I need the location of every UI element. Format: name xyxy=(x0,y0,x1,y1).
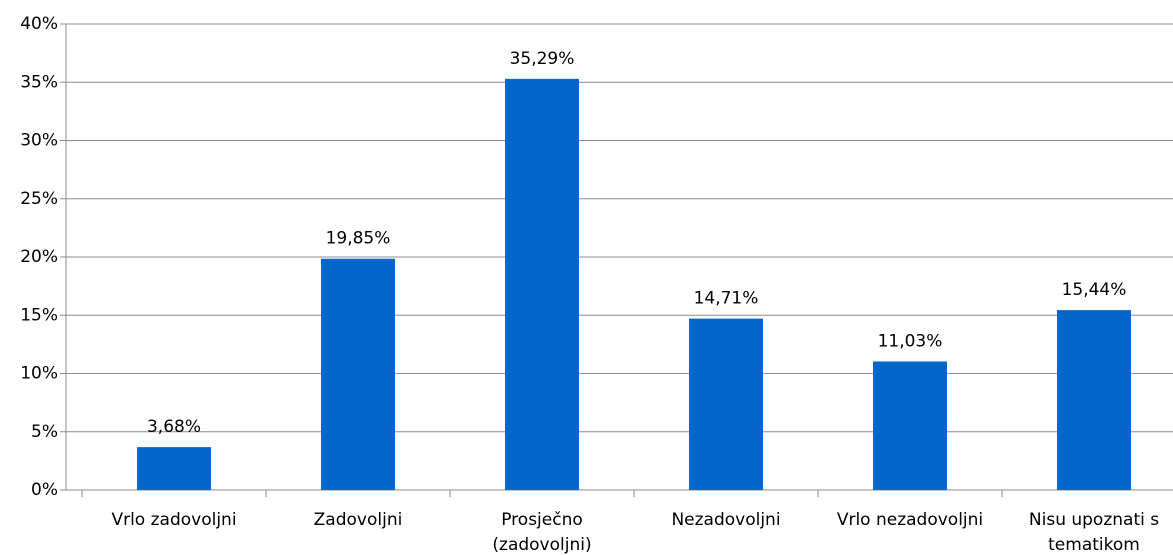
data-label: 15,44% xyxy=(1062,280,1127,300)
y-tick-label: 35% xyxy=(20,72,58,92)
data-label: 11,03% xyxy=(878,332,943,352)
y-tick-label: 15% xyxy=(20,305,58,325)
y-tick-label: 10% xyxy=(20,364,58,384)
y-tick-label: 5% xyxy=(31,422,58,442)
y-tick-label: 30% xyxy=(20,131,58,151)
y-tick-label: 20% xyxy=(20,247,58,267)
y-tick-label: 40% xyxy=(20,14,58,34)
data-label: 14,71% xyxy=(694,289,759,309)
bar xyxy=(321,258,395,490)
bar xyxy=(689,318,763,490)
bar xyxy=(505,78,579,491)
x-tick-label: Vrlo zadovoljni xyxy=(111,510,237,530)
bar xyxy=(873,361,947,490)
data-label: 3,68% xyxy=(147,417,201,437)
x-tick-label: Nisu upoznati s tematikom xyxy=(1028,510,1160,555)
x-tick-label: Vrlo nezadovoljni xyxy=(836,510,984,530)
y-tick-label: 25% xyxy=(20,189,58,209)
y-tick-label: 0% xyxy=(31,480,58,500)
x-tick-label: Nezadovoljni xyxy=(671,510,781,530)
data-label: 35,29% xyxy=(510,49,575,69)
bar xyxy=(137,447,211,490)
data-label: 19,85% xyxy=(326,229,391,249)
x-tick-label: Zadovoljni xyxy=(313,510,403,530)
x-tick-label: Prosječno (zadovoljni) xyxy=(492,510,592,555)
bar xyxy=(1057,310,1131,490)
